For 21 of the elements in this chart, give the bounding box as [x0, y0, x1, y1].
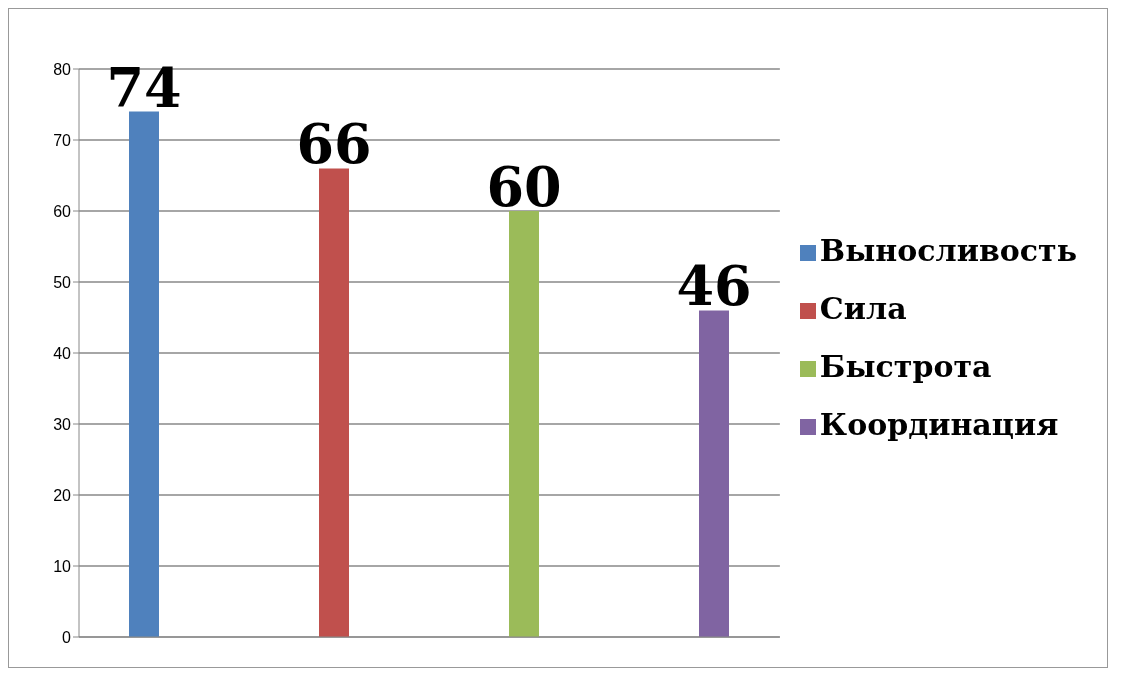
y-tick-label: 10: [53, 557, 72, 575]
bar: [129, 111, 159, 637]
y-tick-label: 20: [53, 486, 72, 504]
data-label: 66: [296, 112, 372, 177]
data-label: 46: [676, 254, 752, 319]
y-tick-label: 40: [53, 344, 72, 362]
legend-label: Координация: [819, 407, 1059, 442]
legend-label: Быстрота: [819, 349, 992, 384]
data-label: 74: [106, 55, 182, 120]
legend-label: Выносливость: [819, 233, 1077, 268]
y-tick-label: 30: [53, 415, 72, 433]
bar: [319, 168, 349, 637]
bar: [509, 211, 539, 637]
y-tick-label: 0: [62, 628, 72, 646]
legend-label: Сила: [819, 291, 907, 326]
y-tick-label: 70: [53, 131, 72, 149]
bar: [699, 310, 729, 637]
y-tick-label: 60: [53, 202, 72, 220]
y-tick-label: 50: [53, 273, 72, 291]
y-tick-label: 80: [53, 60, 72, 78]
data-label: 60: [486, 155, 562, 219]
